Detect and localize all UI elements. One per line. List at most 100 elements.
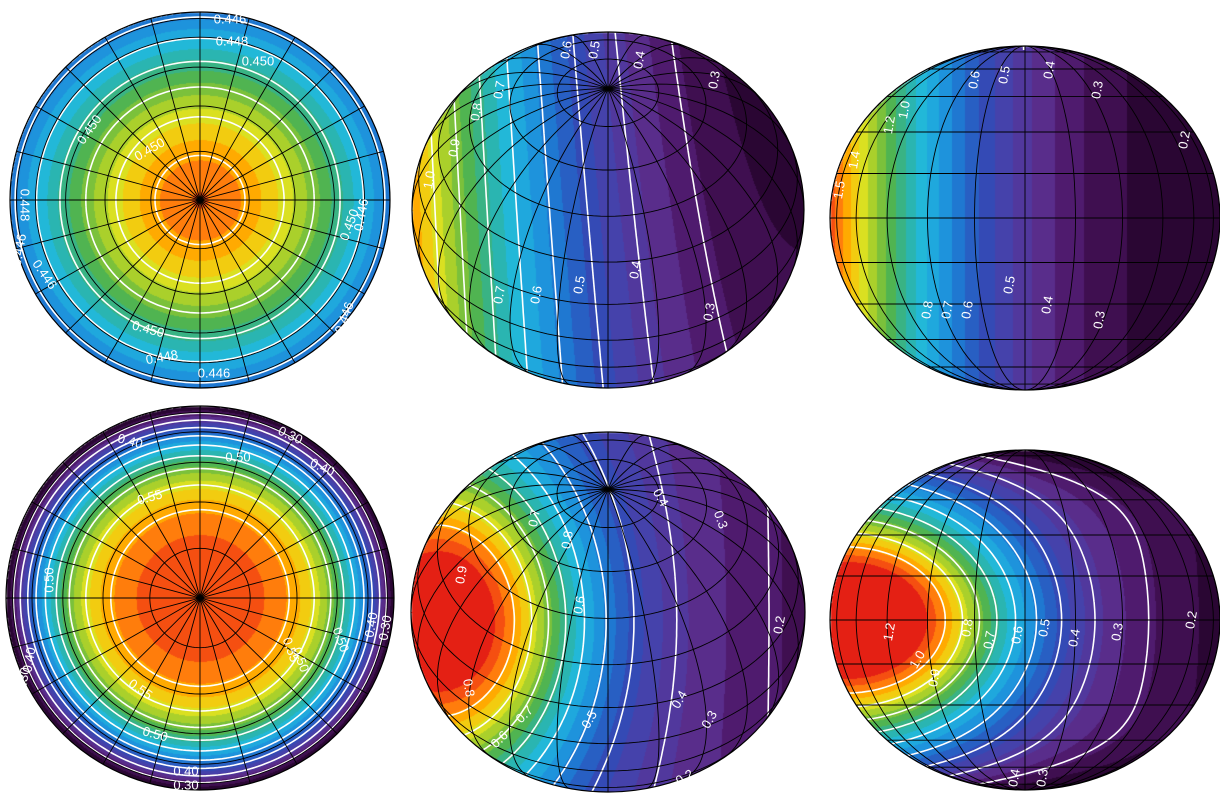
bottom-polar-meridian xyxy=(149,597,201,784)
top-polar-contour-label: 0.448 xyxy=(216,33,249,48)
top-oblique-meridian xyxy=(607,88,779,320)
top-equatorial-meridian xyxy=(1024,46,1195,390)
top-oblique-meridian xyxy=(509,88,609,375)
top-equatorial-sphere: 0.40.50.6 0.30.21.01.21.51.40.8 0.7 0.60.50… xyxy=(829,45,1220,391)
bottom-polar-contour-line xyxy=(19,419,381,777)
bottom-polar-outline xyxy=(5,405,395,791)
top-polar-contour-label: 0.448 xyxy=(18,189,33,222)
bottom-oblique-meridian xyxy=(607,472,761,498)
top-polar-meridian xyxy=(16,199,201,250)
bottom-polar-contour-label: 0.30 xyxy=(13,666,32,694)
top-polar-meridian xyxy=(199,36,296,201)
top-polar-meridian xyxy=(150,199,201,382)
bottom-polar-contour-line xyxy=(55,455,345,741)
bottom-equatorial-contour-label: 0.2 xyxy=(1182,610,1200,630)
top-equatorial-meridian xyxy=(1024,46,1164,390)
top-polar-contour-line xyxy=(35,37,365,363)
bottom-polar-contour-label: 0.50 xyxy=(225,449,250,464)
top-oblique-meridian xyxy=(456,71,609,98)
bottom-oblique-meridian xyxy=(607,484,793,548)
bottom-polar-contour-line xyxy=(85,484,315,712)
bottom-polar-meridian xyxy=(62,597,201,735)
bottom-oblique-graticule xyxy=(411,432,805,792)
top-oblique-contour-label: 0.6 xyxy=(557,40,575,60)
top-equatorial-contour-label: 0.3 xyxy=(1088,80,1106,100)
bottom-polar-meridian xyxy=(199,597,298,765)
top-equatorial-contour-label: 1.4 xyxy=(845,150,863,170)
top-equatorial-contour-label: 1.5 xyxy=(830,180,848,200)
top-oblique-meridian xyxy=(424,83,609,147)
top-equatorial-contour-label: 1.0 xyxy=(895,100,913,120)
top-polar-meridian xyxy=(199,150,384,201)
top-polar-contour-label: 0.446 xyxy=(198,365,231,380)
bottom-polar-meridian xyxy=(199,597,388,649)
top-oblique-parallel xyxy=(418,145,798,305)
bottom-polar-meridian xyxy=(199,597,338,735)
bottom-oblique-meridian xyxy=(607,488,780,723)
top-polar-meridian xyxy=(199,199,384,250)
bottom-polar-contour-line xyxy=(35,435,365,761)
bottom-oblique-contour-label: 0.6 xyxy=(570,595,588,615)
bottom-polar-contour-label: 0.30 xyxy=(375,614,394,642)
bottom-oblique-contour-label: 0.8 xyxy=(460,678,478,698)
top-polar-contour-label: 0.446 xyxy=(214,11,247,26)
bottom-polar-meridian xyxy=(62,461,201,599)
bottom-equatorial-contour-label: 0.7 xyxy=(980,630,998,650)
top-oblique-meridian xyxy=(607,34,646,89)
bottom-polar-contour-line xyxy=(27,426,373,770)
top-equatorial-meridian xyxy=(1024,46,1076,390)
top-oblique-meridian xyxy=(412,88,609,211)
bottom-oblique-meridian xyxy=(607,434,646,490)
bottom-equatorial-meridian xyxy=(1024,450,1123,790)
top-equatorial-meridian xyxy=(855,46,1026,390)
top-oblique-contour-label: 0.6 xyxy=(527,285,545,305)
top-polar-contour-label: 0.450 xyxy=(242,53,275,68)
top-oblique-contour-label: 0.7 xyxy=(490,80,508,100)
bottom-polar-contours xyxy=(12,412,388,784)
top-oblique-contour-label: 0.7 xyxy=(490,285,508,305)
top-oblique-meridian xyxy=(531,43,609,89)
bottom-equatorial-contour-label: 0.9 xyxy=(925,668,943,688)
bottom-polar-contour-label: 0.55 xyxy=(136,486,164,507)
bottom-oblique-sphere: 0.40.30.70.80.90.60.20.80.70.60.50.40.30… xyxy=(410,431,806,793)
top-polar-meridian xyxy=(199,199,365,295)
bottom-equatorial-meridian xyxy=(974,450,1026,790)
bottom-oblique-meridian xyxy=(468,488,609,758)
bottom-oblique-contour-label: 0.2 xyxy=(770,615,788,635)
bottom-oblique-outline xyxy=(410,431,806,793)
top-polar-contour-line xyxy=(115,116,285,284)
top-polar-meridian xyxy=(199,199,335,334)
bottom-equatorial-sphere: 1.21.00.90.80.7 0.6 0.5 0.4 0.30.20.10.4 0.3 xyxy=(829,449,1220,791)
top-equatorial-meridian xyxy=(836,46,1026,390)
bottom-oblique-contour-label: 0.8 xyxy=(558,530,576,550)
top-oblique-meridian xyxy=(607,71,760,98)
top-polar-meridian xyxy=(199,105,365,201)
bottom-polar-graticule xyxy=(6,406,394,790)
bottom-oblique-meridian xyxy=(570,434,609,490)
top-oblique-graticule xyxy=(412,32,804,388)
bottom-oblique-meridian xyxy=(509,489,609,779)
top-oblique-meridian xyxy=(607,88,798,269)
bottom-equatorial-contour-label: 0.3 xyxy=(1033,768,1051,788)
top-polar-contour-label: 0.448 xyxy=(144,347,179,367)
top-equatorial-contour-label: 0.3 xyxy=(1090,310,1108,330)
bottom-polar-meridian xyxy=(199,597,251,784)
top-oblique-meridian xyxy=(607,43,685,89)
bottom-equatorial-meridian xyxy=(927,450,1026,790)
top-polar-sphere: 0.4460.4480.4500.4500.4500.4480.4460.450… xyxy=(9,11,391,389)
bottom-polar-contour-line xyxy=(110,508,290,688)
bottom-oblique-meridian xyxy=(607,488,805,613)
bottom-polar-meridian xyxy=(199,461,338,599)
top-equatorial-contour-label: 0.4 xyxy=(1038,295,1056,315)
top-oblique-contour-label: 1.0 xyxy=(420,170,438,190)
bottom-polar-contour-label: 0.40 xyxy=(19,646,38,674)
top-oblique-outline xyxy=(411,31,805,389)
top-equatorial-contour-label: 0.5 xyxy=(995,65,1013,85)
top-oblique-contour-label: 0.4 xyxy=(630,50,648,70)
bottom-polar-meridian xyxy=(102,431,201,599)
bottom-oblique-meridian xyxy=(607,489,660,790)
bottom-oblique-meridian xyxy=(607,489,707,779)
top-polar-meridian xyxy=(16,150,201,201)
top-equatorial-outline xyxy=(829,45,1220,391)
top-equatorial-contour-label: 0.6 xyxy=(965,70,983,90)
